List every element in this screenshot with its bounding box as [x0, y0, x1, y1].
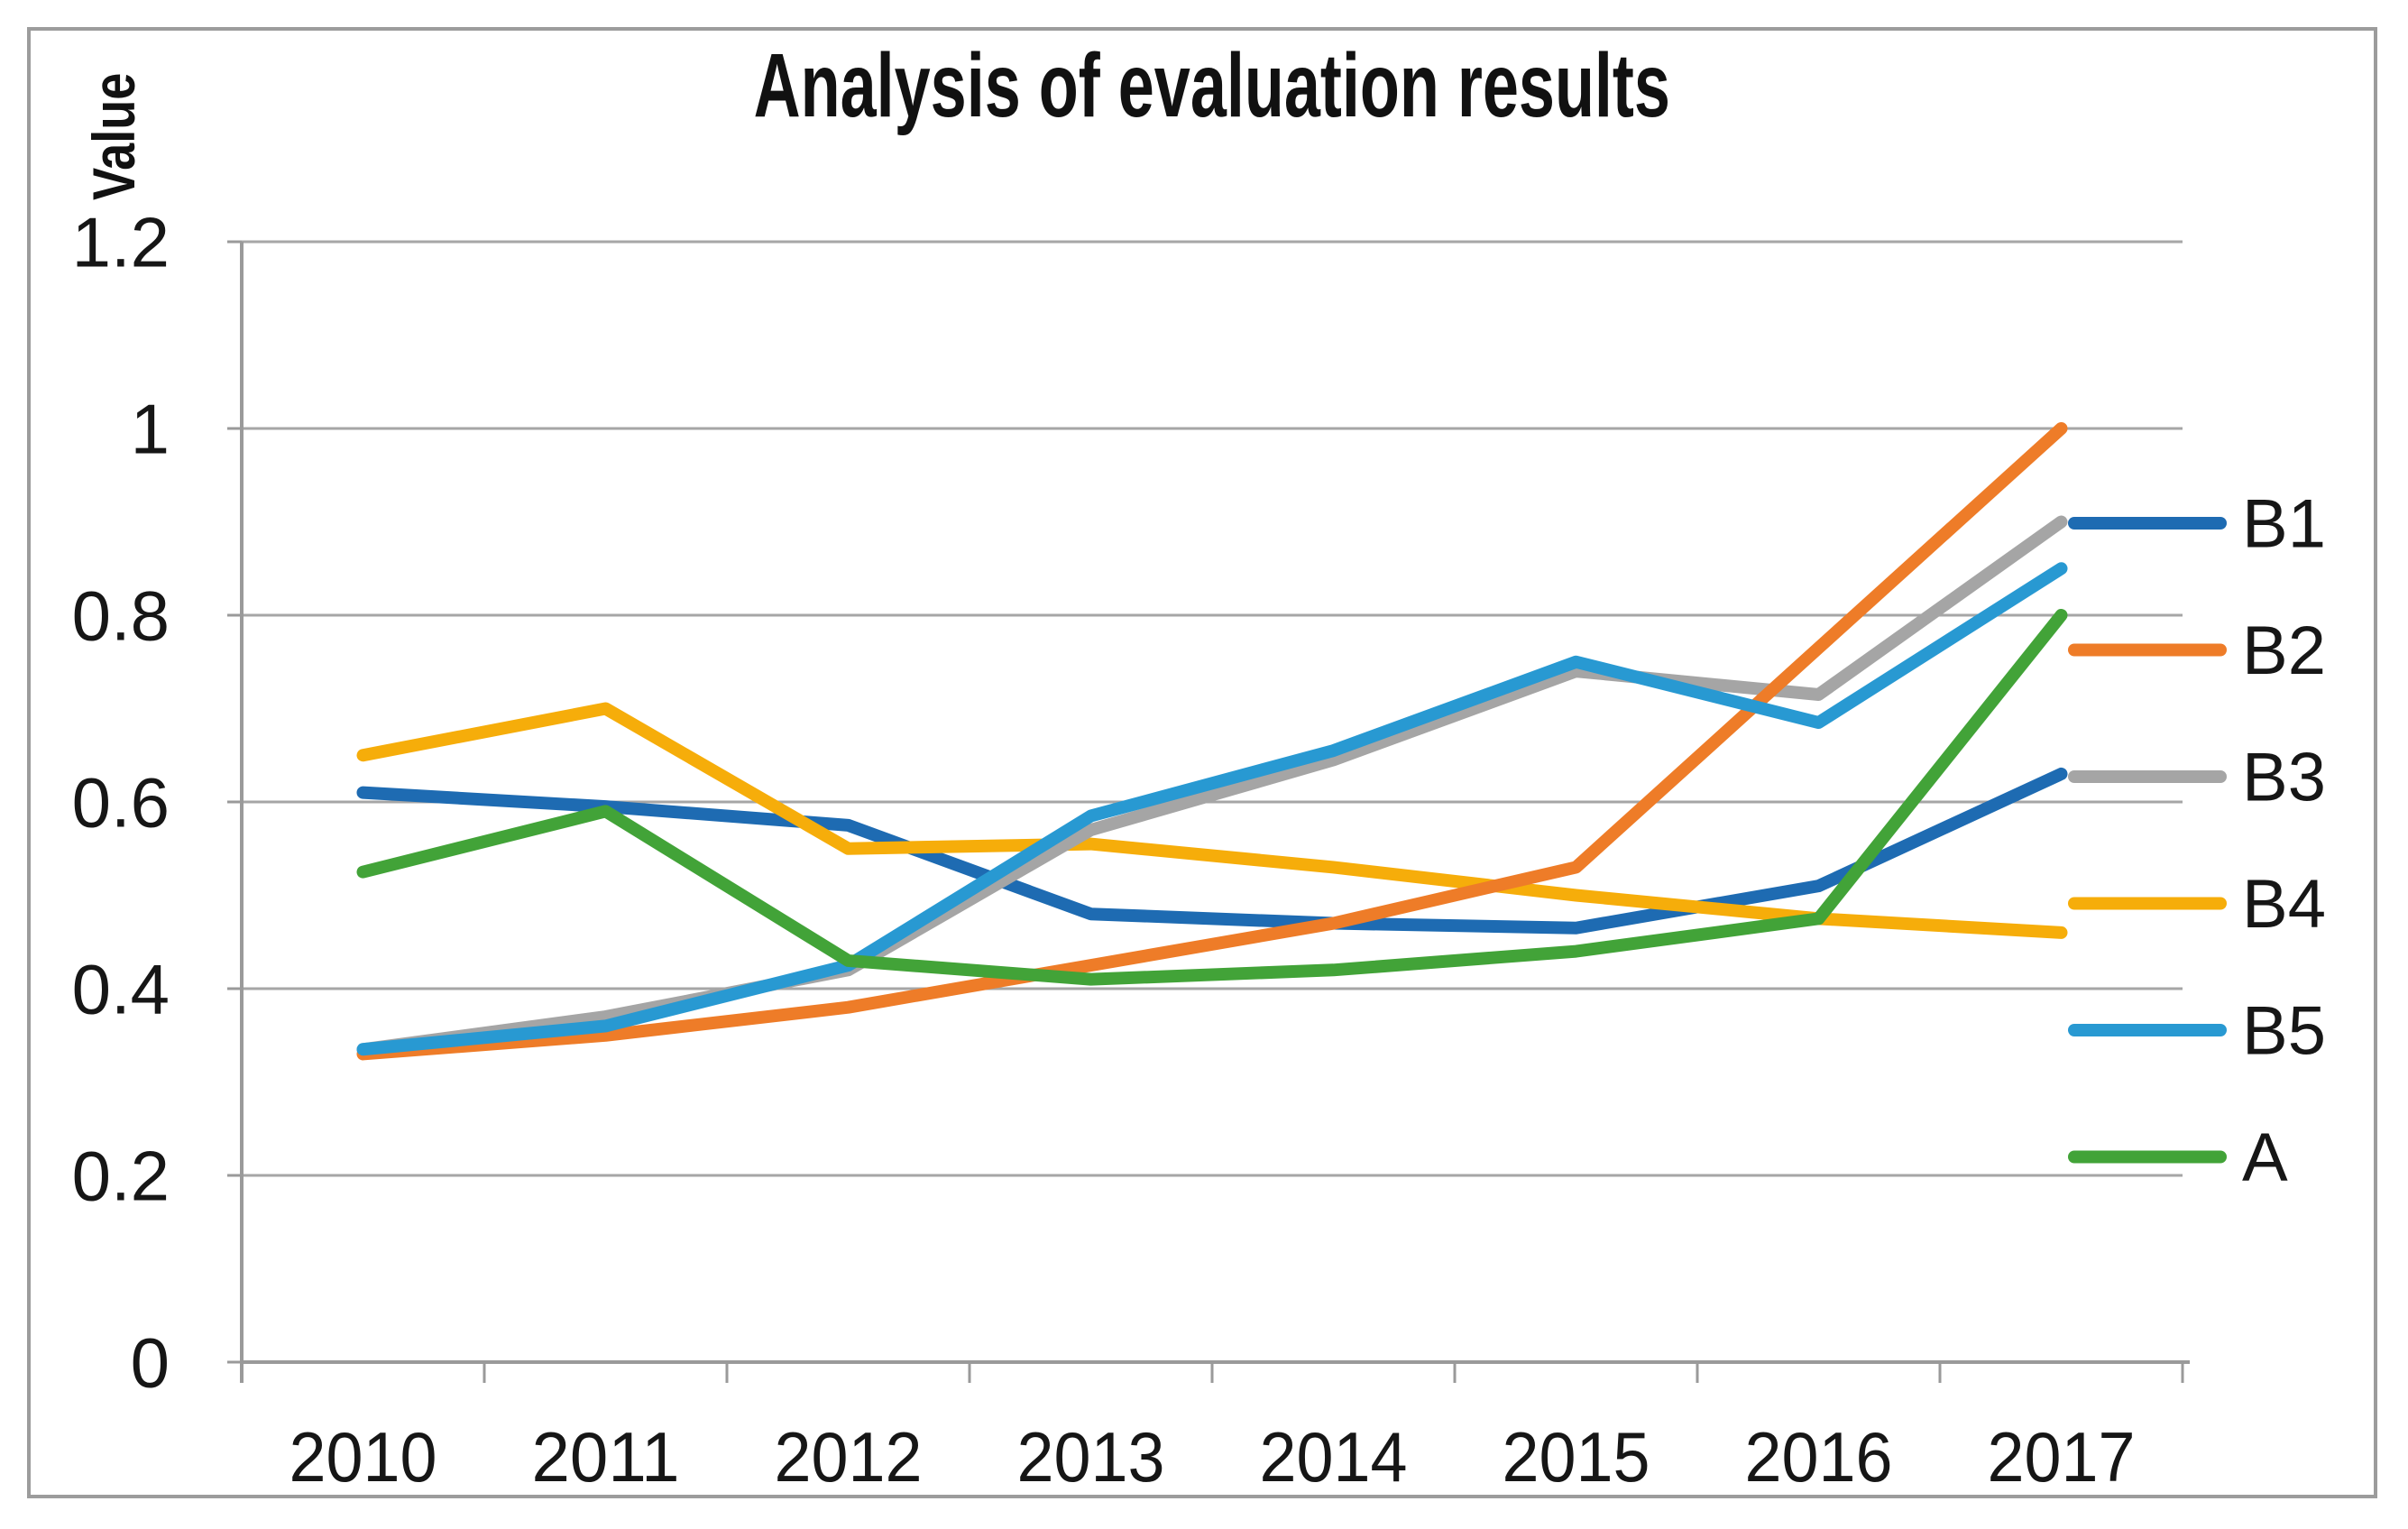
x-tick-label: 2010: [290, 1417, 437, 1497]
x-tick-label: 2014: [1260, 1417, 1408, 1497]
legend-label-B3: B3: [2242, 740, 2326, 816]
legend-label-B4: B4: [2242, 866, 2326, 943]
series-line-B4: [356, 702, 2068, 939]
legend-label-B1: B1: [2242, 486, 2326, 563]
y-tick-label: 0.4: [72, 949, 170, 1028]
series-line-B2: [356, 422, 2068, 1061]
y-tick-label: 0.6: [72, 762, 170, 842]
series-line-B1: [356, 767, 2068, 935]
series-line-B5: [356, 562, 2068, 1056]
y-axis-title: Value: [80, 72, 147, 200]
chart-title: Analysis of evaluation results: [242, 34, 2183, 138]
x-tick-label: 2016: [1745, 1417, 1893, 1497]
x-tick-label: 2013: [1017, 1417, 1165, 1497]
legend-label-B2: B2: [2242, 613, 2326, 689]
y-tick-label: 1.2: [72, 202, 170, 281]
legend-label-A: A: [2242, 1119, 2288, 1196]
chart-border: [27, 27, 2377, 1498]
y-tick-label: 0.8: [72, 576, 170, 655]
x-tick-label: 2015: [1503, 1417, 1650, 1497]
chart-title-text: Analysis of evaluation results: [753, 35, 1671, 136]
y-tick-label: 0.2: [72, 1136, 170, 1215]
x-tick-label: 2011: [532, 1417, 680, 1497]
series-line-A: [356, 609, 2068, 986]
legend-label-B5: B5: [2242, 993, 2326, 1070]
x-tick-label: 2012: [775, 1417, 923, 1497]
x-tick-label: 2017: [1988, 1417, 2136, 1497]
y-tick-label: 1: [131, 389, 170, 468]
y-tick-label: 0: [131, 1322, 170, 1402]
